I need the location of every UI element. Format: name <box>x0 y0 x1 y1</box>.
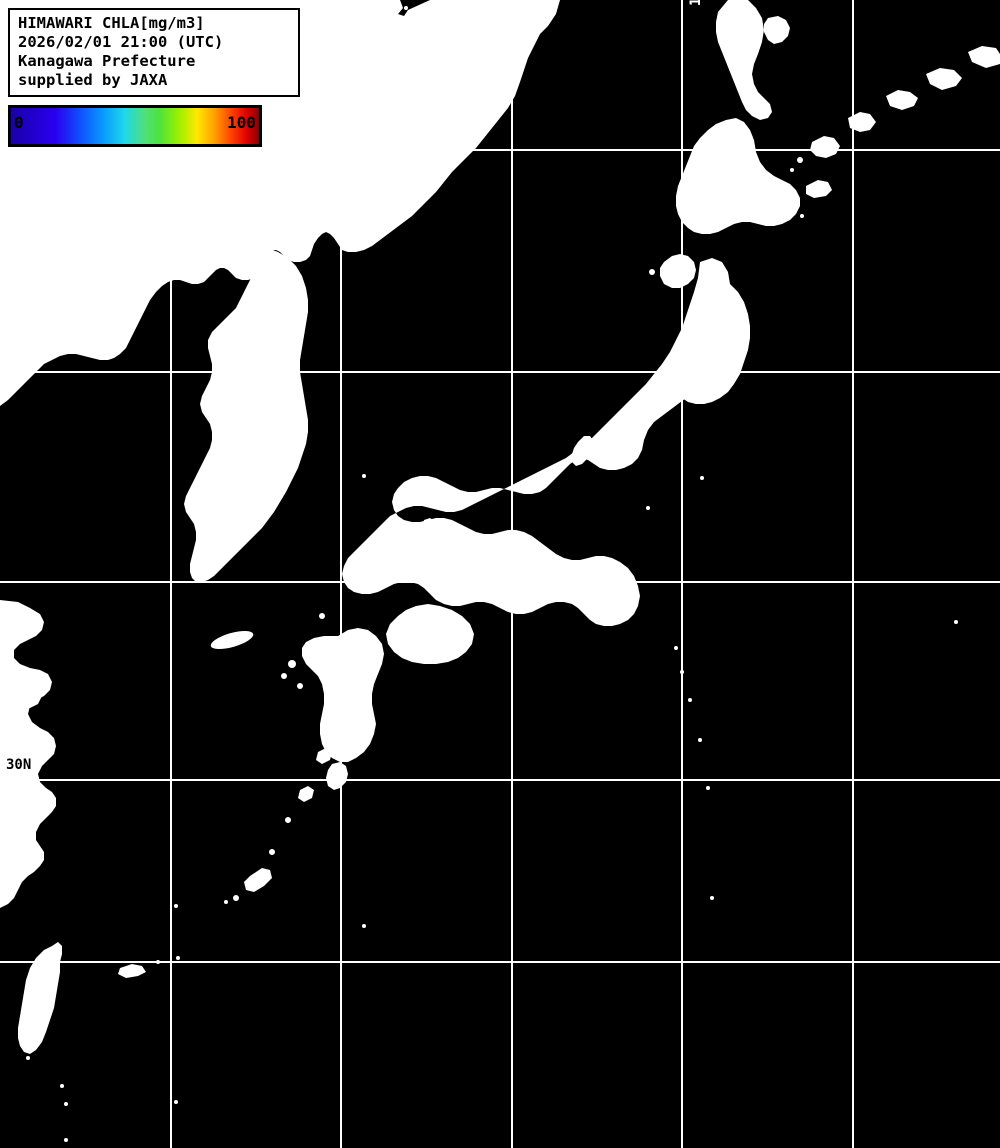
offshore-speck-a <box>404 6 408 10</box>
jeju-island <box>210 630 254 650</box>
okinawa-island <box>244 868 272 892</box>
colorbar-min-label: 0 <box>14 113 24 132</box>
longitude-gridlines <box>170 0 854 1148</box>
china-coast-inlet-patch <box>0 660 42 708</box>
ryukyu-islet-f <box>224 900 228 904</box>
cloud-speck-j <box>15 237 21 243</box>
honshu-island <box>342 258 730 626</box>
goto-islet-a <box>288 660 296 668</box>
yaeyama-islets <box>118 964 146 978</box>
okushiri-islet <box>649 269 655 275</box>
latitude-label-30n: 30N <box>6 757 32 773</box>
asian-mainland-landmass <box>0 0 560 406</box>
izu-islet-c <box>688 698 692 702</box>
colorbar-gradient <box>11 108 259 144</box>
cloud-speck-k <box>362 924 366 928</box>
taiwan-south-speck <box>26 1056 30 1060</box>
izu-islet-e <box>706 786 710 790</box>
latitude-label-40n: 40N <box>0 354 22 370</box>
ryukyu-chain-a <box>316 748 332 764</box>
cloud-speck-g <box>658 368 662 372</box>
goto-islet-c <box>297 683 303 689</box>
cloud-speck-f <box>700 476 704 480</box>
title-box: HIMAWARI CHLA[mg/m3] 2026/02/01 21:00 (U… <box>8 8 300 97</box>
title-line-product: HIMAWARI CHLA[mg/m3] <box>18 14 205 32</box>
honshu-kanto-tohoku-coast <box>676 280 750 404</box>
colorbar: 0 100 <box>8 105 262 147</box>
kyushu-island <box>302 628 384 762</box>
hokkaido-island <box>676 118 800 234</box>
title-line-provider: supplied by JAXA <box>18 71 168 89</box>
kuril-chain-segment-d <box>926 68 962 90</box>
cloud-speck-h <box>690 374 694 378</box>
cloud-speck-m <box>64 1138 68 1142</box>
yaeyama-islet-b <box>176 956 180 960</box>
cloud-speck-n <box>954 620 958 624</box>
cloud-speck-c <box>430 536 434 540</box>
ryukyu-chain-b <box>298 786 314 802</box>
longitude-label-140e: 140E <box>688 0 704 6</box>
kuril-chain-segment-c <box>886 90 918 110</box>
cloud-speck-e <box>646 506 650 510</box>
taiwan-island <box>18 942 62 1054</box>
kuril-chain-segment-a <box>810 136 840 158</box>
kuril-islet-g <box>790 168 794 172</box>
miyako-islet <box>174 904 178 908</box>
shikoku-island <box>386 604 474 664</box>
kuril-islet-f <box>797 157 803 163</box>
kyushu-south-tip <box>326 762 348 790</box>
hokkaido-southwest-tail <box>660 254 696 288</box>
izu-islet-d <box>698 738 702 742</box>
ryukyu-islet-c <box>285 817 291 823</box>
izu-islet-a <box>674 646 678 650</box>
cloud-speck-l <box>174 1100 178 1104</box>
latitude-gridlines <box>0 149 1000 963</box>
tsushima-islet <box>319 613 325 619</box>
sakhalin-east-hook <box>764 16 790 44</box>
colorbar-max-label: 100 <box>227 113 256 132</box>
cloud-speck-d <box>602 450 606 454</box>
cloud-speck-i <box>800 214 804 218</box>
shikotan-islet <box>787 201 793 207</box>
penghu-speck <box>60 1084 64 1088</box>
sakhalin-island <box>716 0 772 120</box>
title-line-region: Kanagawa Prefecture <box>18 52 196 70</box>
ryukyu-islet-e <box>233 895 239 901</box>
kuril-chain-segment-b <box>848 112 876 132</box>
korean-peninsula <box>184 248 308 582</box>
ryukyu-islet-d <box>269 849 275 855</box>
kuril-lower-chain <box>806 180 832 198</box>
kuril-chain-segment-e <box>968 46 1000 68</box>
penghu-speck-b <box>64 1102 68 1106</box>
cloud-speck-o <box>710 896 714 900</box>
noto-peninsula <box>572 436 594 466</box>
goto-islet-b <box>281 673 287 679</box>
cloud-speck-a <box>362 474 366 478</box>
title-line-datetime: 2026/02/01 21:00 (UTC) <box>18 33 224 51</box>
legend-panel: HIMAWARI CHLA[mg/m3] 2026/02/01 21:00 (U… <box>8 8 300 147</box>
cloud-speck-b <box>438 524 442 528</box>
